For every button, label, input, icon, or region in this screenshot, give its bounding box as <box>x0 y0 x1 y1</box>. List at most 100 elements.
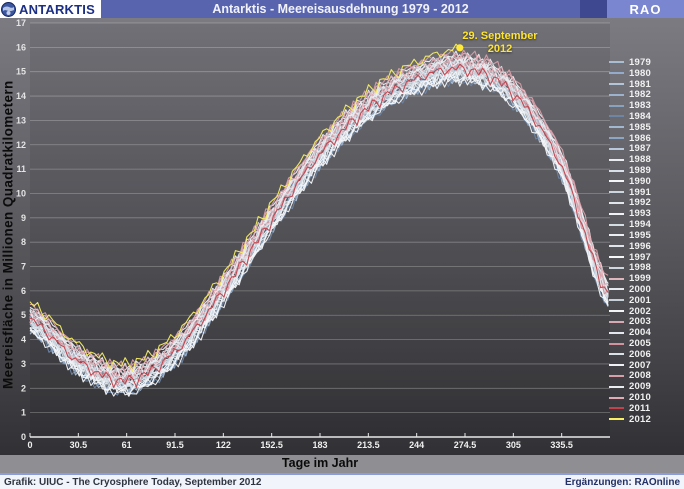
legend-swatch <box>609 277 624 280</box>
legend-swatch <box>609 299 624 302</box>
header-divider-block <box>580 0 607 18</box>
legend-item-1998: 1998 <box>609 262 682 273</box>
legend-swatch <box>609 342 624 345</box>
legend-year-label: 1980 <box>629 67 651 79</box>
legend-swatch <box>609 385 624 388</box>
legend-item-1986: 1986 <box>609 133 682 144</box>
legend-item-2001: 2001 <box>609 295 682 306</box>
legend-year-label: 2011 <box>629 402 651 414</box>
legend-item-2007: 2007 <box>609 360 682 371</box>
legend-year-label: 2005 <box>629 338 651 350</box>
legend-swatch <box>609 331 624 334</box>
legend-swatch <box>609 104 624 107</box>
legend-year-label: 2012 <box>629 413 651 425</box>
legend-item-1987: 1987 <box>609 143 682 155</box>
legend-swatch <box>609 158 624 161</box>
legend-swatch <box>609 169 624 172</box>
legend-item-2003: 2003 <box>609 316 682 328</box>
legend-item-2006: 2006 <box>609 349 682 360</box>
legend-swatch <box>609 61 624 64</box>
annotation-29-september-2012: 29. September 2012 <box>430 30 570 56</box>
legend-item-1997: 1997 <box>609 252 682 263</box>
legend-item-2008: 2008 <box>609 370 682 382</box>
legend-year-label: 1987 <box>629 143 651 155</box>
legend-item-2010: 2010 <box>609 392 682 403</box>
legend-year-label: 1984 <box>629 110 651 122</box>
legend-item-2004: 2004 <box>609 327 682 338</box>
legend-item-2009: 2009 <box>609 381 682 392</box>
legend-year-label: 1992 <box>629 197 651 209</box>
legend-swatch <box>609 374 624 377</box>
legend-swatch <box>609 147 624 150</box>
legend-item-1988: 1988 <box>609 154 682 165</box>
legend-year-label: 1999 <box>629 273 651 285</box>
legend-item-1989: 1989 <box>609 165 682 176</box>
legend-year-label: 2004 <box>629 327 651 339</box>
legend-year-label: 2001 <box>629 294 651 306</box>
legend-swatch <box>609 234 624 237</box>
legend-swatch <box>609 364 624 367</box>
legend-item-2000: 2000 <box>609 284 682 295</box>
legend-item-1980: 1980 <box>609 68 682 79</box>
legend-swatch <box>609 396 624 399</box>
legend-swatch <box>609 320 624 323</box>
legend-swatch <box>609 353 624 356</box>
legend-item-1993: 1993 <box>609 208 682 219</box>
legend-year-label: 1994 <box>629 219 651 231</box>
legend-year-label: 1983 <box>629 100 651 112</box>
legend-swatch <box>609 126 624 129</box>
annotation-line1: 29. September <box>462 30 538 42</box>
legend-item-1985: 1985 <box>609 122 682 133</box>
legend-swatch <box>609 180 624 183</box>
legend-year-label: 2008 <box>629 370 651 382</box>
legend-year-label: 1982 <box>629 89 651 101</box>
legend-year-label: 2006 <box>629 348 651 360</box>
chart-legend: 1979 1980 1981 1982 1983 1984 1985 1986 1987 1988… <box>609 57 682 425</box>
legend-swatch <box>609 137 624 140</box>
legend-year-label: 1979 <box>629 56 651 68</box>
legend-year-label: 1997 <box>629 251 651 263</box>
legend-year-label: 1989 <box>629 165 651 177</box>
legend-swatch <box>609 223 624 226</box>
legend-year-label: 1998 <box>629 262 651 274</box>
legend-swatch <box>609 407 624 410</box>
legend-item-1992: 1992 <box>609 197 682 209</box>
footer-bar: Grafik: UIUC - The Cryosphere Today, Sep… <box>0 473 684 489</box>
legend-item-1995: 1995 <box>609 230 682 241</box>
legend-item-1991: 1991 <box>609 187 682 198</box>
legend-year-label: 1993 <box>629 208 651 220</box>
plot-background <box>0 18 684 455</box>
legend-year-label: 2002 <box>629 305 651 317</box>
legend-year-label: 2007 <box>629 359 651 371</box>
legend-year-label: 1988 <box>629 154 651 166</box>
legend-swatch <box>609 72 624 75</box>
legend-swatch <box>609 212 624 215</box>
legend-swatch <box>609 245 624 248</box>
legend-swatch <box>609 266 624 269</box>
legend-swatch <box>609 310 624 313</box>
legend-year-label: 2010 <box>629 392 651 404</box>
legend-item-2002: 2002 <box>609 306 682 317</box>
footer-credit-left: Grafik: UIUC - The Cryosphere Today, Sep… <box>4 476 262 488</box>
header-app-box: ANTARKTIS <box>0 0 101 18</box>
legend-year-label: 1985 <box>629 121 651 133</box>
legend-item-1982: 1982 <box>609 89 682 100</box>
legend-item-2011: 2011 <box>609 403 682 414</box>
legend-item-1979: 1979 <box>609 57 682 68</box>
x-axis-title: Tage im Jahr <box>281 456 359 470</box>
brand-label: RAO <box>629 1 662 17</box>
app-label: ANTARKTIS <box>19 1 95 17</box>
legend-item-1981: 1981 <box>609 79 682 90</box>
legend-year-label: 1986 <box>629 132 651 144</box>
annotation-line2: 2012 <box>487 43 513 55</box>
legend-item-2005: 2005 <box>609 338 682 349</box>
legend-swatch <box>609 201 624 204</box>
legend-year-label: 1991 <box>629 186 651 198</box>
legend-swatch <box>609 115 624 118</box>
legend-year-label: 2003 <box>629 316 651 328</box>
legend-year-label: 1996 <box>629 240 651 252</box>
legend-swatch <box>609 83 624 86</box>
legend-swatch <box>609 418 624 421</box>
legend-year-label: 1990 <box>629 175 651 187</box>
